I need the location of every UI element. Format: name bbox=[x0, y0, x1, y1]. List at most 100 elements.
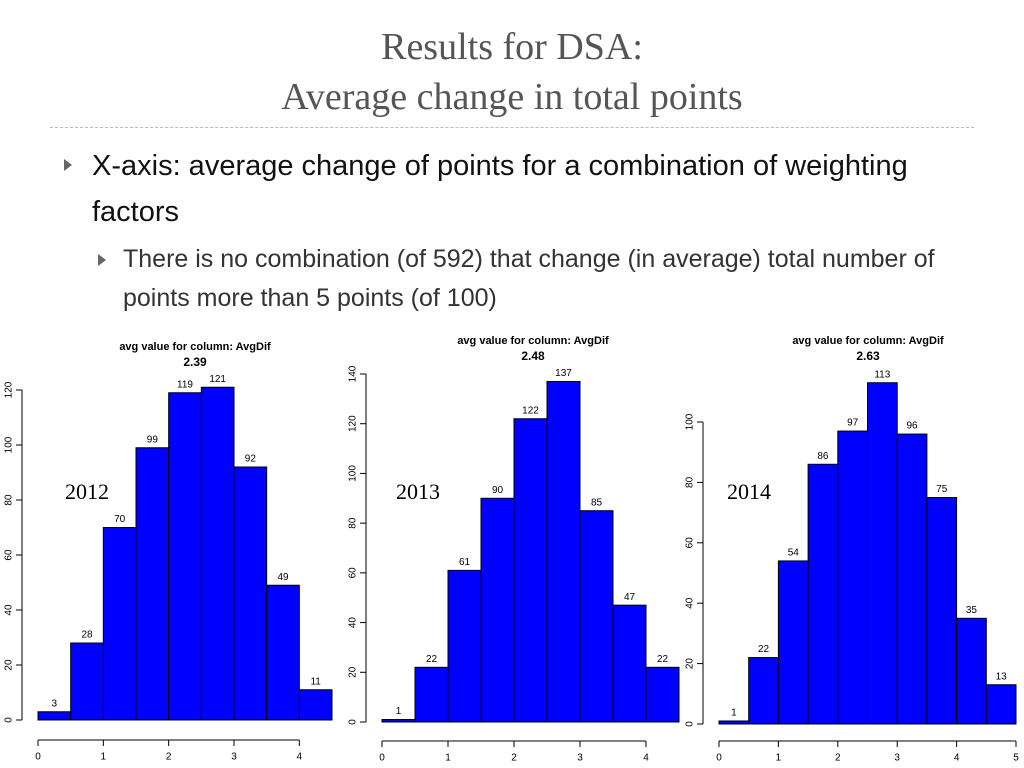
x-tick-label: 1 bbox=[445, 753, 451, 764]
year-label: 2012 bbox=[65, 479, 109, 504]
value-label: 97 bbox=[847, 418, 859, 429]
value-label: 61 bbox=[459, 557, 471, 568]
y-tick-label: 120 bbox=[348, 415, 359, 432]
x-tick-label: 2 bbox=[511, 753, 517, 764]
value-label: 35 bbox=[966, 605, 978, 616]
x-tick-label: 1 bbox=[101, 752, 107, 763]
y-tick-label: 80 bbox=[348, 517, 359, 529]
chart-subtitle: 2.39 bbox=[183, 355, 207, 369]
x-tick-label: 2 bbox=[835, 753, 841, 764]
x-tick-label: 0 bbox=[35, 752, 41, 763]
chart-subtitle: 2.48 bbox=[521, 349, 545, 363]
sub-bullet: There is no combination (of 592) that ch… bbox=[123, 245, 935, 312]
bar bbox=[579, 510, 614, 723]
y-tick-label: 60 bbox=[685, 537, 696, 549]
value-label: 86 bbox=[817, 451, 829, 462]
value-label: 70 bbox=[114, 514, 126, 525]
value-label: 49 bbox=[277, 572, 289, 583]
bar bbox=[37, 711, 72, 721]
bar bbox=[266, 584, 300, 721]
x-tick-label: 1 bbox=[776, 753, 782, 764]
bar bbox=[414, 666, 449, 723]
slide-title: Average change in total points bbox=[281, 76, 743, 118]
chart-subtitle: 2.63 bbox=[856, 349, 880, 363]
x-tick-label: 2 bbox=[166, 752, 172, 763]
y-tick-label: 0 bbox=[685, 721, 696, 727]
bar bbox=[70, 642, 104, 721]
bar bbox=[381, 719, 416, 723]
bar bbox=[985, 684, 1017, 725]
value-label: 28 bbox=[81, 630, 93, 641]
x-tick-label: 4 bbox=[954, 753, 960, 764]
value-label: 92 bbox=[245, 454, 257, 465]
bar bbox=[168, 392, 202, 721]
bar bbox=[956, 617, 987, 725]
value-label: 22 bbox=[657, 654, 669, 665]
x-tick-label: 3 bbox=[894, 753, 900, 764]
bar bbox=[718, 720, 750, 725]
y-tick-label: 60 bbox=[4, 549, 15, 561]
x-tick-label: 4 bbox=[643, 753, 649, 764]
x-tick-label: 5 bbox=[1013, 753, 1019, 764]
x-tick-label: 0 bbox=[716, 753, 722, 764]
value-label: 1 bbox=[396, 706, 402, 717]
y-tick-label: 20 bbox=[685, 658, 696, 670]
year-label: 2014 bbox=[727, 479, 771, 504]
value-label: 99 bbox=[147, 434, 159, 445]
bar bbox=[645, 666, 680, 723]
bar bbox=[807, 463, 839, 725]
y-tick-label: 100 bbox=[685, 413, 696, 430]
value-label: 22 bbox=[426, 654, 438, 665]
value-label: 54 bbox=[788, 548, 800, 559]
value-label: 119 bbox=[177, 379, 193, 390]
value-label: 85 bbox=[591, 497, 603, 508]
bar bbox=[777, 560, 809, 725]
x-tick-label: 4 bbox=[297, 752, 303, 763]
y-tick-label: 120 bbox=[4, 381, 15, 398]
y-tick-label: 140 bbox=[348, 365, 359, 382]
bar bbox=[233, 466, 268, 721]
x-tick-label: 3 bbox=[231, 752, 237, 763]
y-tick-label: 0 bbox=[348, 719, 359, 725]
bar bbox=[926, 497, 958, 725]
value-label: 121 bbox=[209, 374, 226, 385]
value-label: 3 bbox=[52, 698, 58, 709]
chart-title: avg value for column: AvgDif bbox=[792, 335, 944, 347]
bullet: X-axis: average change of points for a c… bbox=[92, 150, 908, 228]
divider bbox=[50, 127, 974, 128]
y-tick-label: 0 bbox=[4, 717, 15, 723]
bar bbox=[837, 430, 868, 725]
value-label: 137 bbox=[555, 368, 572, 379]
slide-title: Results for DSA: bbox=[381, 26, 643, 68]
value-label: 122 bbox=[522, 405, 539, 416]
value-label: 11 bbox=[310, 676, 321, 687]
y-tick-label: 100 bbox=[4, 436, 15, 453]
chart-title: avg value for column: AvgDif bbox=[457, 335, 609, 347]
y-tick-label: 100 bbox=[348, 465, 359, 482]
y-tick-label: 60 bbox=[348, 567, 359, 579]
x-tick-label: 0 bbox=[379, 753, 385, 764]
x-tick-label: 3 bbox=[577, 753, 583, 764]
chart-title: avg value for column: AvgDif bbox=[119, 341, 271, 353]
bar bbox=[513, 418, 548, 723]
bar bbox=[480, 497, 515, 723]
value-label: 113 bbox=[874, 369, 890, 380]
bar bbox=[135, 447, 170, 721]
y-tick-label: 80 bbox=[685, 476, 696, 488]
bullet-icon bbox=[64, 159, 72, 171]
value-label: 75 bbox=[936, 484, 948, 495]
bar bbox=[748, 657, 779, 725]
bullet-icon bbox=[98, 254, 106, 266]
bar bbox=[102, 527, 137, 721]
y-tick-label: 40 bbox=[348, 617, 359, 629]
value-label: 22 bbox=[758, 644, 770, 655]
bar bbox=[298, 689, 333, 721]
bar bbox=[612, 604, 647, 723]
y-tick-label: 80 bbox=[4, 494, 15, 506]
bar bbox=[447, 569, 482, 723]
bar bbox=[200, 386, 235, 721]
value-label: 96 bbox=[906, 421, 918, 432]
year-label: 2013 bbox=[396, 479, 440, 504]
